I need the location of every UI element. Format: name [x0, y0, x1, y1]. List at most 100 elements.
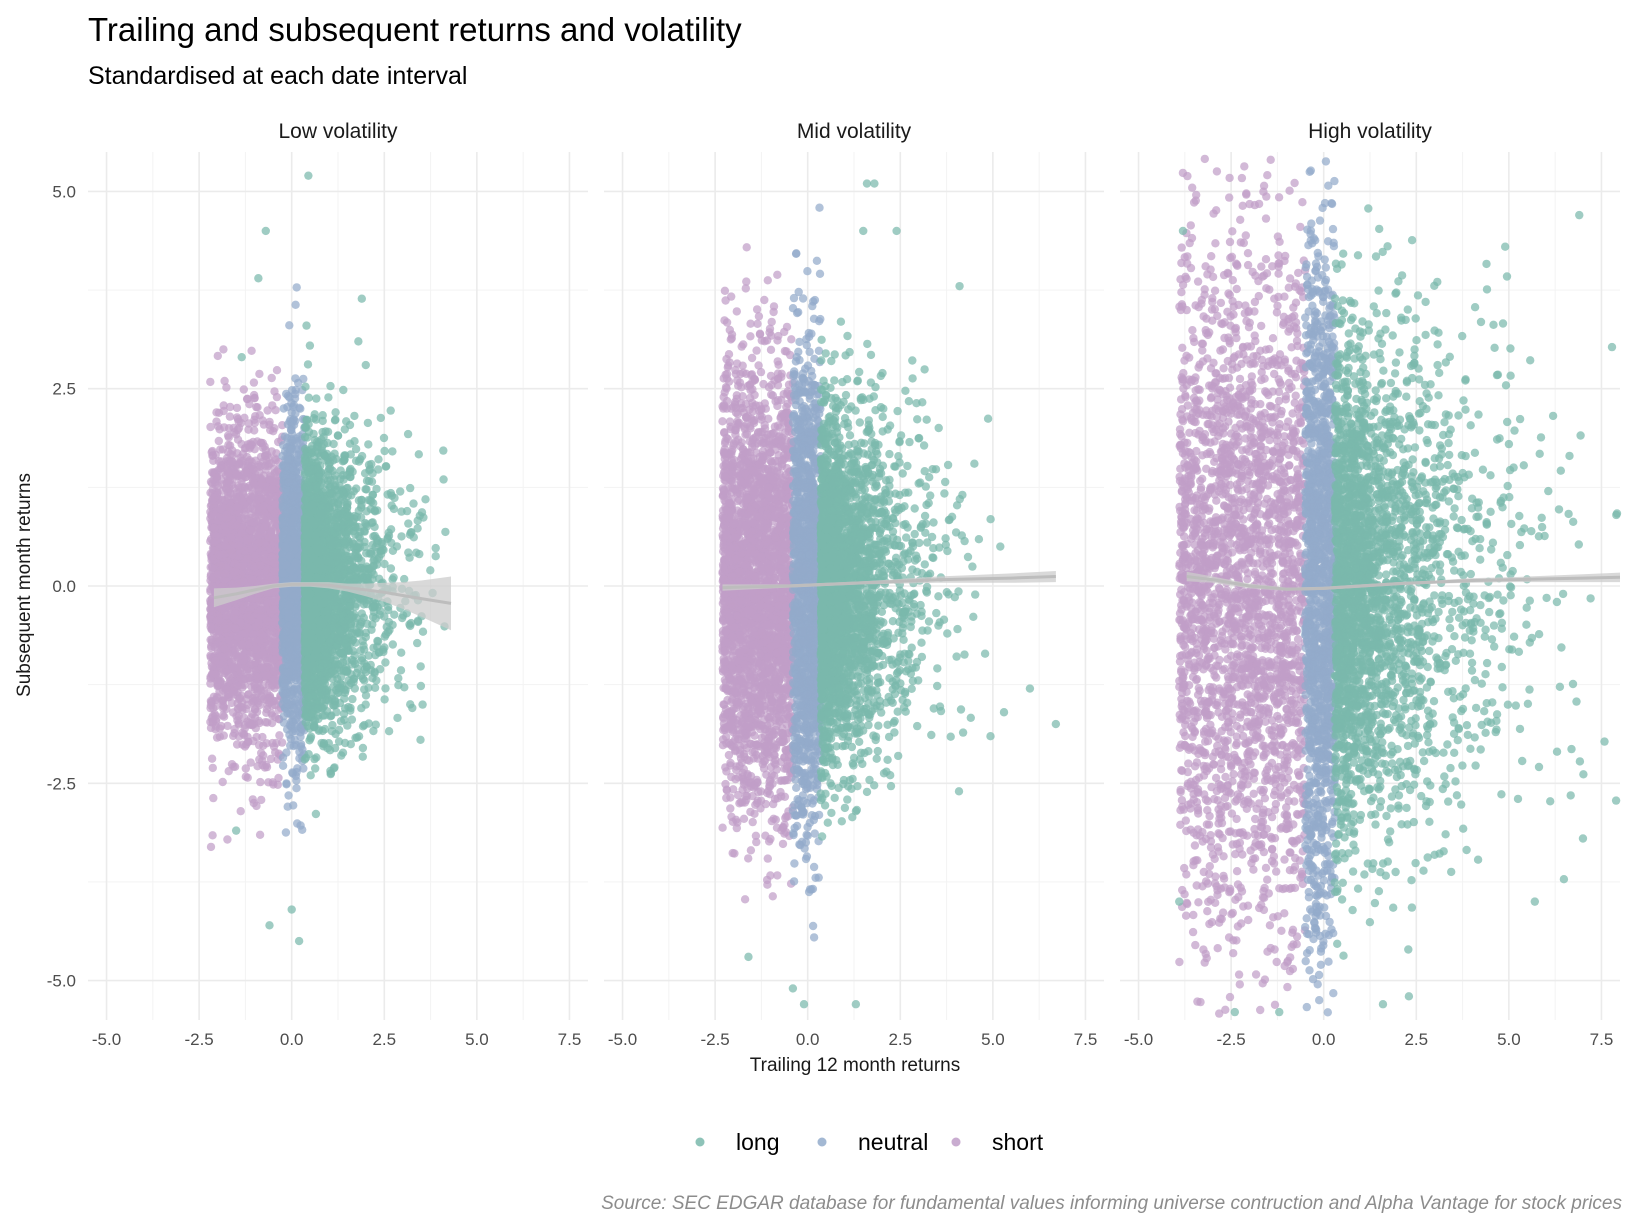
point — [244, 419, 254, 428]
point — [229, 639, 238, 649]
point — [291, 695, 300, 704]
point — [280, 470, 290, 480]
point — [247, 346, 256, 355]
point — [270, 617, 279, 626]
point — [250, 445, 259, 454]
point — [206, 477, 216, 486]
point — [208, 763, 217, 773]
point — [381, 684, 390, 693]
point — [214, 616, 223, 625]
point — [233, 704, 242, 713]
point — [246, 615, 255, 625]
point — [416, 735, 425, 744]
point — [213, 694, 222, 703]
point — [210, 523, 219, 532]
point — [288, 710, 297, 719]
point — [243, 554, 252, 563]
point — [296, 742, 306, 751]
point — [255, 830, 265, 839]
point — [292, 784, 301, 793]
point — [421, 495, 430, 504]
point — [284, 478, 294, 487]
point — [237, 680, 246, 690]
point — [405, 553, 414, 562]
point — [291, 300, 300, 309]
point — [234, 695, 244, 704]
point — [208, 716, 218, 726]
point — [403, 429, 413, 439]
point — [231, 470, 241, 479]
point — [255, 636, 264, 645]
point — [255, 369, 264, 379]
point — [262, 705, 272, 714]
point — [269, 634, 278, 643]
point — [272, 366, 282, 375]
point — [326, 381, 335, 391]
point — [214, 457, 223, 466]
point — [226, 533, 236, 542]
point — [217, 721, 226, 731]
point — [275, 731, 284, 740]
point — [206, 622, 215, 632]
point — [224, 433, 233, 442]
point — [206, 585, 215, 594]
point — [285, 417, 294, 426]
point — [206, 377, 215, 387]
point — [272, 392, 282, 402]
facet-title: Low volatility — [278, 120, 398, 143]
point — [273, 780, 282, 789]
point — [235, 665, 245, 674]
point — [263, 689, 272, 698]
point — [212, 408, 221, 417]
point — [219, 401, 228, 410]
point — [237, 562, 247, 571]
point — [409, 499, 418, 508]
point — [208, 831, 217, 840]
point — [291, 721, 300, 731]
point — [280, 679, 290, 688]
point — [358, 743, 368, 753]
point — [358, 752, 367, 761]
point — [279, 404, 288, 413]
point — [256, 561, 265, 570]
point — [250, 393, 259, 402]
chart-subtitle: Standardised at each date interval — [88, 62, 467, 90]
point — [247, 720, 256, 729]
point — [252, 732, 261, 742]
point — [393, 713, 402, 723]
x-tick-label: -5.0 — [92, 1030, 121, 1049]
point — [270, 424, 279, 433]
point — [284, 791, 293, 800]
point — [260, 523, 269, 532]
point — [216, 445, 225, 454]
point — [218, 777, 227, 787]
point — [289, 402, 298, 412]
point — [278, 689, 288, 698]
point — [227, 760, 237, 769]
point — [225, 412, 235, 421]
point — [213, 351, 222, 361]
point — [211, 670, 220, 679]
point — [278, 569, 287, 578]
point — [271, 406, 280, 415]
point — [258, 504, 267, 514]
point — [222, 510, 231, 520]
point — [288, 463, 297, 472]
point — [222, 484, 231, 494]
point — [290, 591, 299, 600]
point — [241, 443, 250, 453]
point — [210, 537, 219, 547]
point — [255, 755, 264, 764]
point — [255, 538, 264, 547]
point — [222, 611, 231, 620]
point — [294, 378, 303, 388]
point — [241, 772, 250, 781]
x-tick-label: 0.0 — [280, 1030, 304, 1049]
point — [404, 519, 413, 528]
point — [289, 801, 298, 810]
point — [249, 378, 259, 387]
point — [240, 629, 250, 638]
point — [289, 492, 298, 501]
point — [384, 727, 394, 736]
x-tick-label: -2.5 — [184, 1030, 213, 1049]
